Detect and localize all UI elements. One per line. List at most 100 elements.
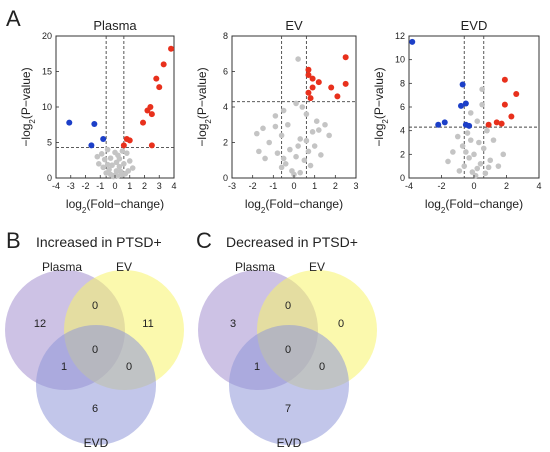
venn-b-count-ev: 11 <box>142 318 153 330</box>
venn-b-count-ev-evd: 0 <box>126 361 132 373</box>
venn-b-count-plasma: 12 <box>34 318 46 330</box>
data-point-nonsig <box>295 143 301 149</box>
data-point-up <box>140 119 147 126</box>
data-point-nonsig <box>495 163 502 169</box>
data-point-nonsig <box>316 127 322 133</box>
data-point-nonsig <box>285 121 291 128</box>
data-point-nonsig <box>272 113 279 119</box>
y-tick-label: 2 <box>223 138 228 148</box>
venn-c-count-plasma-evd: 1 <box>254 361 260 373</box>
y-axis-label-plasma: −log2(P−value) <box>19 67 37 146</box>
data-point-nonsig <box>456 168 463 174</box>
y-tick-label: 8 <box>223 31 228 41</box>
volcano-plot-plasma: Plasma-4 -3 -2 -1 0 1 2 3 405101520log2(Fold−cha… <box>19 18 177 215</box>
data-point-nonsig <box>484 127 490 134</box>
data-point-nonsig <box>256 148 262 155</box>
venn-c-label-plasma: Plasma <box>235 260 275 274</box>
venn-b-circle-evd <box>36 325 156 445</box>
data-point-nonsig <box>326 132 332 139</box>
data-point-nonsig <box>129 165 136 171</box>
data-point-up <box>156 84 163 91</box>
x-tick-label: 2 <box>142 181 147 191</box>
data-point-up <box>485 121 492 128</box>
venn-b-count-all: 0 <box>92 344 98 356</box>
y-tick-label: 0 <box>223 173 228 183</box>
data-point-nonsig <box>272 123 279 130</box>
y-tick-label: 10 <box>395 55 405 65</box>
data-point-down <box>409 38 416 45</box>
data-point-up <box>501 76 508 83</box>
data-point-nonsig <box>119 171 126 178</box>
data-point-nonsig <box>301 157 308 164</box>
data-point-nonsig <box>104 161 111 168</box>
data-point-nonsig <box>115 173 121 179</box>
plot-frame-plasma <box>55 35 175 179</box>
data-point-nonsig <box>124 150 130 156</box>
y-tick-label: 6 <box>400 102 405 112</box>
venn-b-count-evd: 6 <box>92 403 98 415</box>
data-point-nonsig <box>303 111 310 117</box>
data-point-nonsig <box>293 100 299 107</box>
data-point-nonsig <box>450 149 456 155</box>
y-axis-label-evd: −log2(P−value) <box>372 67 390 146</box>
data-point-up <box>513 90 520 97</box>
data-point-up <box>342 80 349 87</box>
x-tick-label: 2 <box>504 181 509 191</box>
data-point-up <box>305 89 312 96</box>
data-point-nonsig <box>479 101 485 108</box>
data-point-nonsig <box>461 163 468 169</box>
data-point-up <box>334 93 341 100</box>
data-point-nonsig <box>482 170 489 177</box>
data-point-nonsig <box>280 107 287 114</box>
x-tick-label: -4 <box>52 181 60 191</box>
data-point-nonsig <box>299 104 306 110</box>
data-point-up <box>148 142 155 149</box>
venn-b-title: Increased in PTSD+ <box>36 234 162 250</box>
data-point-nonsig <box>467 110 474 116</box>
data-point-nonsig <box>445 158 451 165</box>
data-point-nonsig <box>487 157 494 164</box>
data-point-nonsig <box>293 153 299 160</box>
data-point-down <box>466 122 473 129</box>
x-tick-label: 0 <box>471 181 476 191</box>
y-axis-label-ev: −log2(P−value) <box>195 67 213 146</box>
data-point-up <box>328 84 335 91</box>
venn-c-label-ev: EV <box>309 260 325 274</box>
data-point-nonsig <box>322 121 328 128</box>
plot-title-plasma: Plasma <box>93 18 137 33</box>
y-tick-label: 0 <box>47 173 52 183</box>
data-point-up <box>305 66 312 73</box>
venn-c-count-ev-evd: 0 <box>319 361 325 373</box>
y-tick-label: 4 <box>400 126 405 136</box>
data-point-nonsig <box>476 139 482 146</box>
data-point-nonsig <box>98 151 105 157</box>
y-tick-label: 15 <box>42 67 52 77</box>
x-tick-label: -2 <box>249 181 257 191</box>
volcano-plot-ev: EV -3 -2 -1 0 1 2 3 0 2 4 6 8 log2(Fold−change) −log2(… <box>195 18 359 215</box>
data-point-up <box>501 101 508 108</box>
data-point-nonsig <box>305 148 312 155</box>
data-point-up <box>305 72 312 79</box>
x-tick-label: -3 <box>228 181 236 191</box>
data-point-nonsig <box>474 118 481 124</box>
data-point-nonsig <box>500 151 507 158</box>
venn-b: B Increased in PTSD+ Plasma EV EVD 12 11… <box>5 228 184 450</box>
data-point-nonsig <box>280 155 287 162</box>
data-point-nonsig <box>278 164 285 171</box>
data-point-up <box>153 75 160 82</box>
x-tick-label: 1 <box>312 181 317 191</box>
data-point-nonsig <box>101 156 108 163</box>
y-tick-label: 10 <box>42 102 52 112</box>
data-point-nonsig <box>313 118 320 124</box>
y-tick-label: 2 <box>400 149 405 159</box>
x-tick-label: -2 <box>81 181 89 191</box>
data-point-nonsig <box>95 161 102 167</box>
data-point-nonsig <box>109 162 115 169</box>
data-point-nonsig <box>262 155 268 162</box>
data-point-up <box>168 45 175 52</box>
data-point-nonsig <box>260 125 266 132</box>
data-point-down <box>435 121 442 128</box>
data-point-up <box>120 142 127 149</box>
data-point-nonsig <box>104 146 111 153</box>
data-point-up <box>508 113 515 120</box>
